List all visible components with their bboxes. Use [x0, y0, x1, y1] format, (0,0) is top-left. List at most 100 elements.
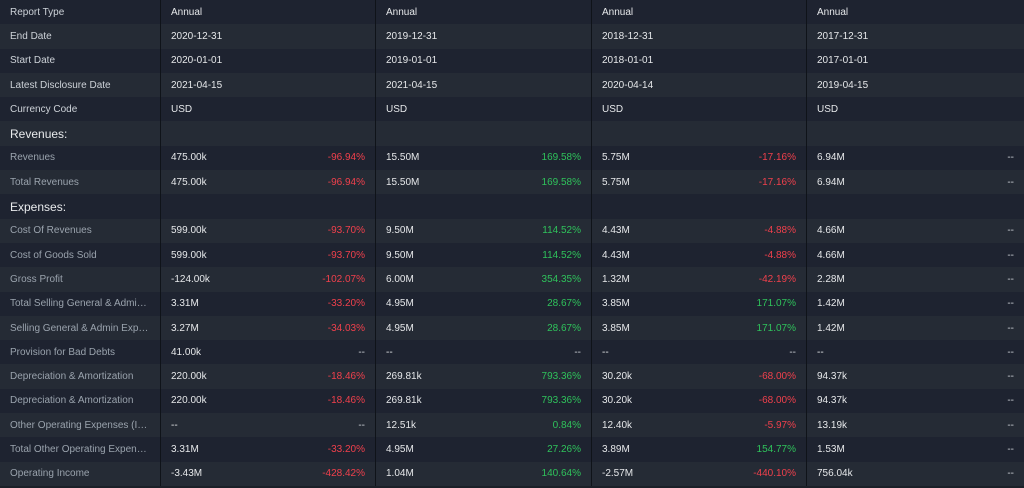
- header-value: 2020-01-01: [171, 55, 223, 67]
- data-cell: 3.27M -34.03%: [160, 315, 375, 341]
- data-cell: 13.19k --: [806, 413, 1024, 438]
- cell-value: 6.94M: [817, 152, 845, 164]
- data-cell: 12.51k 0.84%: [375, 413, 591, 438]
- row-label: Total Other Operating Expenses: [10, 443, 150, 455]
- header-value-cell: Annual: [375, 0, 591, 25]
- header-value-cell: 2019-01-01: [375, 48, 591, 73]
- section-header-row: Expenses:: [0, 194, 1024, 219]
- cell-value: 3.85M: [602, 298, 630, 310]
- header-value-cell: 2020-01-01: [160, 48, 375, 73]
- cell-change: --: [1007, 298, 1014, 310]
- header-value: USD: [171, 103, 193, 115]
- data-cell: 3.85M 171.07%: [591, 291, 806, 316]
- header-value-cell: 2019-04-15: [806, 72, 1024, 98]
- cell-change: --: [1007, 443, 1014, 455]
- data-cell: 4.66M --: [806, 218, 1024, 243]
- header-value: Annual: [386, 6, 418, 18]
- cell-change: -18.46%: [327, 371, 365, 383]
- cell-change: -68.00%: [758, 371, 796, 383]
- header-value: 2020-04-14: [602, 79, 654, 91]
- row-label: Start Date: [10, 55, 56, 67]
- cell-change: -17.16%: [758, 176, 796, 188]
- table-row: Cost of Goods Sold 599.00k -93.70% 9.50M 114…: [0, 242, 1024, 268]
- data-cell: 4.43M -4.88%: [591, 242, 806, 268]
- cell-change: 114.52%: [542, 225, 581, 237]
- data-cell: 3.89M 154.77%: [591, 437, 806, 462]
- row-label-cell: Other Operating Expenses (Inco...: [0, 413, 160, 437]
- data-cell: -3.43M -428.42%: [160, 461, 375, 486]
- table-row: Total Selling General & Admin Ex... 3.31M…: [0, 291, 1024, 316]
- row-label: Provision for Bad Debts: [10, 346, 116, 358]
- empty-cell: [806, 194, 1024, 219]
- cell-change: --: [789, 346, 796, 358]
- empty-cell: [160, 121, 375, 146]
- data-cell: 2.28M --: [806, 267, 1024, 292]
- data-cell: 4.95M 27.26%: [375, 437, 591, 462]
- header-value: 2019-12-31: [386, 30, 438, 42]
- header-value-cell: 2020-12-31: [160, 24, 375, 49]
- data-cell: 3.31M -33.20%: [160, 291, 375, 316]
- cell-change: --: [1007, 419, 1014, 431]
- row-label-cell: Operating Income: [0, 462, 160, 486]
- cell-value: --: [386, 346, 393, 358]
- data-cell: 1.42M --: [806, 291, 1024, 316]
- cell-value: --: [171, 419, 178, 431]
- cell-value: 3.27M: [171, 322, 199, 334]
- row-label: Latest Disclosure Date: [10, 79, 111, 91]
- cell-change: --: [358, 346, 365, 358]
- table-row: Operating Income -3.43M -428.42% 1.04M 140.6…: [0, 461, 1024, 486]
- data-cell: 269.81k 793.36%: [375, 388, 591, 414]
- cell-value: 41.00k: [171, 346, 202, 358]
- row-label-cell: Revenues: [0, 146, 160, 170]
- cell-value: 6.00M: [386, 273, 414, 285]
- row-label: Operating Income: [10, 468, 90, 480]
- cell-change: -68.00%: [758, 395, 796, 407]
- cell-change: -96.94%: [327, 176, 365, 188]
- data-cell: 4.95M 28.67%: [375, 291, 591, 316]
- header-value: 2018-01-01: [602, 55, 654, 67]
- cell-value: 4.43M: [602, 249, 630, 261]
- header-value-cell: 2019-12-31: [375, 24, 591, 49]
- data-cell: 15.50M 169.58%: [375, 145, 591, 171]
- cell-change: --: [1007, 322, 1014, 334]
- cell-value: -2.57M: [602, 468, 634, 480]
- header-value-cell: Annual: [806, 0, 1024, 25]
- cell-change: -5.97%: [764, 419, 796, 431]
- row-label: Gross Profit: [10, 273, 63, 285]
- row-label-cell: Selling General & Admin Expenses: [0, 316, 160, 340]
- row-label: Depreciation & Amortization: [10, 395, 134, 407]
- header-value: 2017-01-01: [817, 55, 869, 67]
- cell-change: -17.16%: [758, 152, 796, 164]
- data-cell: 756.04k --: [806, 461, 1024, 486]
- cell-value: --: [817, 346, 824, 358]
- header-value: Annual: [171, 6, 203, 18]
- header-row: Start Date 2020-01-01 2019-01-01 2018-01-01…: [0, 48, 1024, 73]
- data-cell: -- --: [591, 340, 806, 365]
- header-value-cell: USD: [591, 97, 806, 122]
- cell-change: 114.52%: [542, 249, 581, 261]
- table-row: Total Revenues 475.00k -96.94% 15.50M 169.58…: [0, 170, 1024, 195]
- data-cell: 94.37k --: [806, 364, 1024, 389]
- data-cell: 1.53M --: [806, 437, 1024, 462]
- row-label-cell: Currency Code: [0, 97, 160, 121]
- cell-value: -124.00k: [171, 273, 210, 285]
- cell-change: -18.46%: [327, 395, 365, 407]
- cell-value: 220.00k: [171, 371, 207, 383]
- cell-change: -4.88%: [764, 225, 796, 237]
- row-label-cell: End Date: [0, 24, 160, 48]
- table-row: Other Operating Expenses (Inco... -- -- 12.…: [0, 413, 1024, 438]
- row-label: Revenues: [10, 152, 56, 164]
- cell-change: 169.58%: [541, 152, 581, 164]
- cell-value: 12.40k: [602, 419, 633, 431]
- header-value-cell: USD: [375, 97, 591, 122]
- data-cell: -- --: [375, 340, 591, 365]
- header-value: USD: [602, 103, 624, 115]
- cell-value: 15.50M: [386, 152, 420, 164]
- row-label-cell: Depreciation & Amortization: [0, 364, 160, 388]
- header-value: Annual: [602, 6, 634, 18]
- row-label: Cost Of Revenues: [10, 225, 92, 237]
- header-value-cell: 2017-12-31: [806, 24, 1024, 49]
- data-cell: 6.94M --: [806, 170, 1024, 195]
- data-cell: 5.75M -17.16%: [591, 145, 806, 171]
